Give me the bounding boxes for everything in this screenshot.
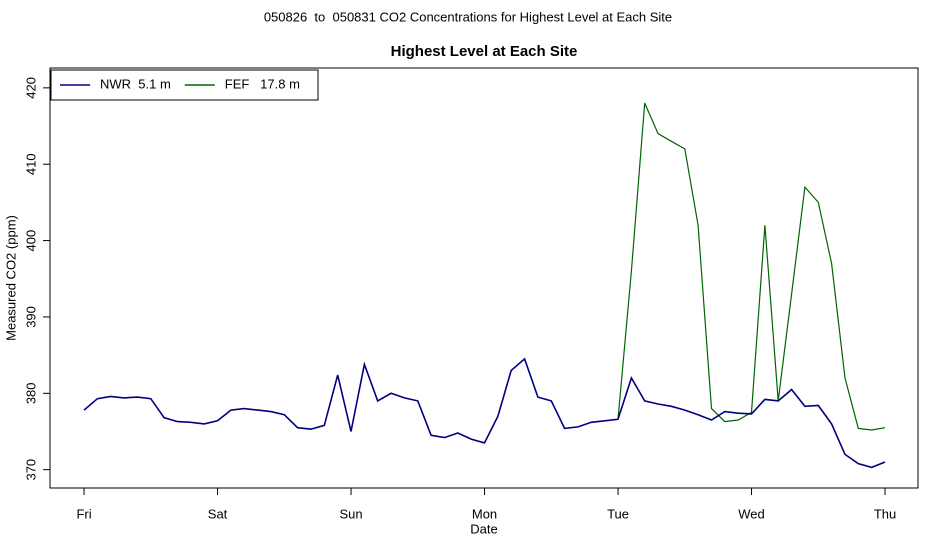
legend-label: NWR 5.1 m	[100, 76, 171, 91]
series-line	[83, 357, 886, 469]
plot-frame	[49, 67, 919, 489]
x-tick-label: Tue	[607, 506, 629, 521]
x-tick-label: Sun	[339, 506, 362, 521]
x-tick-label: Fri	[76, 506, 91, 521]
x-tick-label: Sat	[208, 506, 228, 521]
legend-label: FEF 17.8 m	[225, 76, 300, 91]
x-axis-label: Date	[470, 521, 497, 536]
y-tick-label: 410	[23, 153, 38, 175]
chart-suptitle: 050826 to 050831 CO2 Concentrations for …	[264, 9, 672, 24]
y-tick-label: 420	[23, 77, 38, 99]
y-tick-label: 400	[23, 230, 38, 252]
x-tick-label: Thu	[874, 506, 896, 521]
y-tick-label: 390	[23, 306, 38, 328]
y-axis-label: Measured CO2 (ppm)	[3, 215, 18, 341]
series-line	[617, 102, 886, 431]
chart-title: Highest Level at Each Site	[391, 43, 578, 60]
x-tick-label: Mon	[472, 506, 497, 521]
legend-box	[50, 69, 319, 101]
y-tick-label: 370	[23, 459, 38, 481]
y-tick-label: 380	[23, 382, 38, 404]
x-tick-label: Wed	[738, 506, 765, 521]
